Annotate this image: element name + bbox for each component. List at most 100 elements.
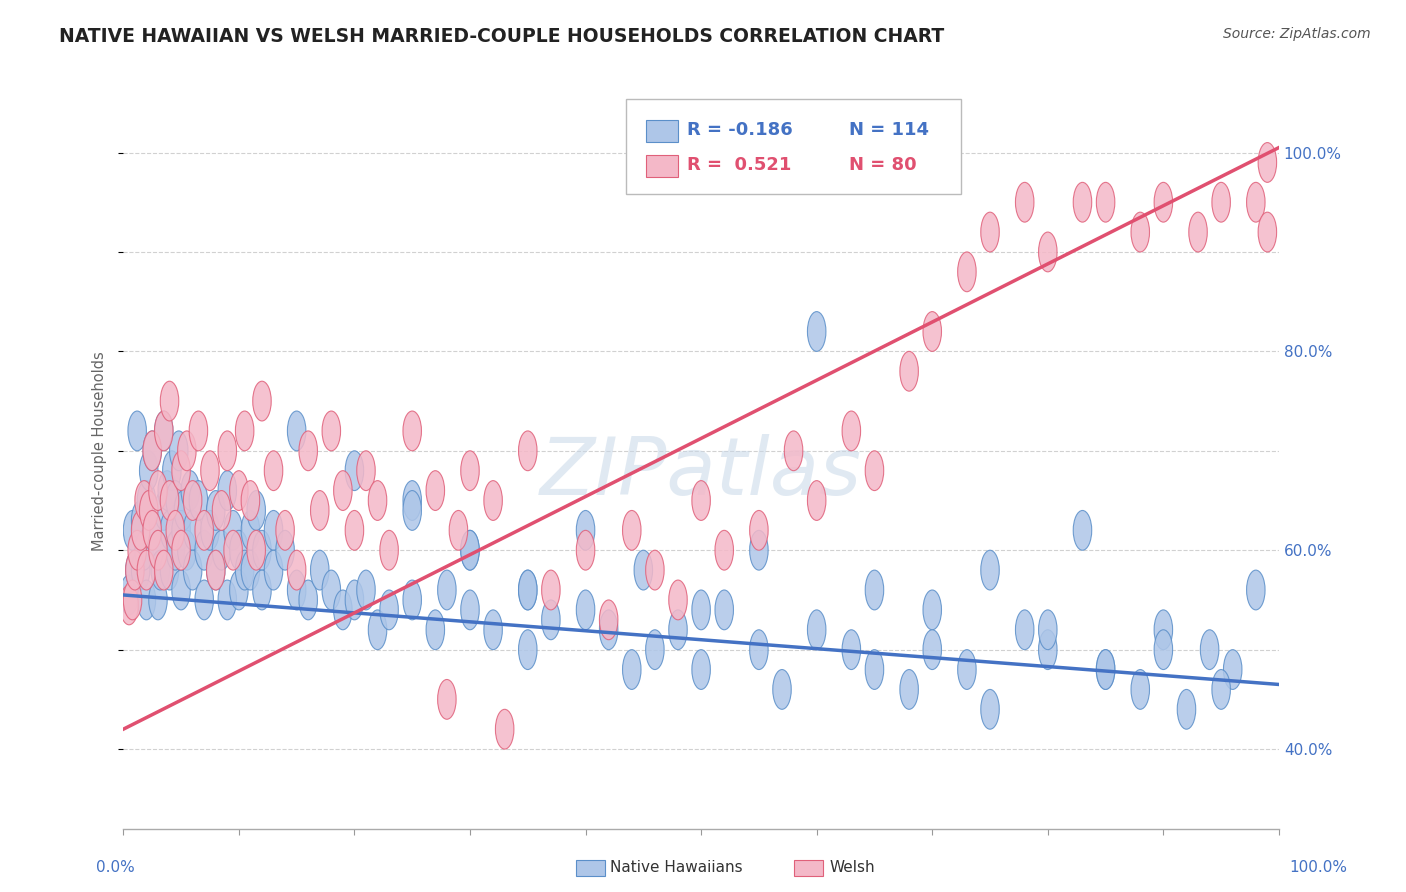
Ellipse shape <box>172 531 190 570</box>
Ellipse shape <box>242 550 260 590</box>
Ellipse shape <box>149 531 167 570</box>
Ellipse shape <box>519 570 537 610</box>
Ellipse shape <box>807 311 825 351</box>
Ellipse shape <box>287 550 307 590</box>
Ellipse shape <box>1130 212 1150 252</box>
Ellipse shape <box>1189 212 1208 252</box>
Ellipse shape <box>900 351 918 392</box>
Ellipse shape <box>174 491 193 531</box>
Ellipse shape <box>143 510 162 550</box>
Ellipse shape <box>138 580 156 620</box>
Ellipse shape <box>155 550 173 590</box>
Ellipse shape <box>599 600 617 640</box>
Ellipse shape <box>131 550 150 590</box>
Ellipse shape <box>1097 649 1115 690</box>
Ellipse shape <box>157 471 177 510</box>
Ellipse shape <box>183 481 202 520</box>
Ellipse shape <box>131 510 150 550</box>
Ellipse shape <box>139 450 157 491</box>
Ellipse shape <box>461 531 479 570</box>
Ellipse shape <box>143 510 162 550</box>
Ellipse shape <box>166 510 184 550</box>
Ellipse shape <box>957 252 976 292</box>
FancyBboxPatch shape <box>626 99 962 194</box>
Ellipse shape <box>149 471 167 510</box>
Ellipse shape <box>218 580 236 620</box>
Ellipse shape <box>807 610 825 649</box>
Ellipse shape <box>253 531 271 570</box>
Ellipse shape <box>207 491 225 531</box>
Ellipse shape <box>461 450 479 491</box>
Ellipse shape <box>322 411 340 450</box>
Ellipse shape <box>576 510 595 550</box>
Ellipse shape <box>922 630 942 670</box>
Ellipse shape <box>155 491 173 531</box>
Text: Welsh: Welsh <box>830 860 875 874</box>
Ellipse shape <box>166 531 184 570</box>
Ellipse shape <box>807 481 825 520</box>
Ellipse shape <box>253 381 271 421</box>
Ellipse shape <box>692 590 710 630</box>
Ellipse shape <box>160 481 179 520</box>
Ellipse shape <box>207 550 225 590</box>
Ellipse shape <box>519 431 537 471</box>
Ellipse shape <box>139 491 157 531</box>
Ellipse shape <box>1015 182 1033 222</box>
Ellipse shape <box>669 610 688 649</box>
Ellipse shape <box>276 531 294 570</box>
Ellipse shape <box>623 510 641 550</box>
Text: Native Hawaiians: Native Hawaiians <box>610 860 742 874</box>
Ellipse shape <box>1130 670 1150 709</box>
Ellipse shape <box>842 411 860 450</box>
Ellipse shape <box>124 580 142 620</box>
Ellipse shape <box>922 590 942 630</box>
Ellipse shape <box>128 411 146 450</box>
Ellipse shape <box>461 531 479 570</box>
Ellipse shape <box>1039 232 1057 272</box>
Ellipse shape <box>426 471 444 510</box>
Ellipse shape <box>120 575 138 615</box>
Ellipse shape <box>135 481 153 520</box>
Ellipse shape <box>218 431 236 471</box>
Text: ZIPatlas: ZIPatlas <box>540 434 862 513</box>
Ellipse shape <box>195 531 214 570</box>
Ellipse shape <box>311 491 329 531</box>
Ellipse shape <box>247 531 266 570</box>
Ellipse shape <box>692 649 710 690</box>
Ellipse shape <box>599 610 617 649</box>
Ellipse shape <box>865 570 884 610</box>
Ellipse shape <box>150 550 170 590</box>
Text: 0.0%: 0.0% <box>96 861 135 875</box>
Ellipse shape <box>120 585 138 624</box>
Ellipse shape <box>1154 182 1173 222</box>
Ellipse shape <box>404 491 422 531</box>
Ellipse shape <box>201 450 219 491</box>
Ellipse shape <box>190 411 208 450</box>
Ellipse shape <box>264 550 283 590</box>
Ellipse shape <box>449 510 468 550</box>
Ellipse shape <box>1223 649 1241 690</box>
Ellipse shape <box>1201 630 1219 670</box>
Ellipse shape <box>218 471 236 510</box>
Ellipse shape <box>900 670 918 709</box>
Ellipse shape <box>357 450 375 491</box>
Text: Source: ZipAtlas.com: Source: ZipAtlas.com <box>1223 27 1371 41</box>
Ellipse shape <box>207 550 225 590</box>
Ellipse shape <box>541 570 560 610</box>
Ellipse shape <box>716 531 734 570</box>
Ellipse shape <box>160 550 179 590</box>
Ellipse shape <box>981 690 1000 729</box>
Ellipse shape <box>276 510 294 550</box>
Ellipse shape <box>495 709 515 749</box>
Text: N = 80: N = 80 <box>849 156 917 174</box>
Ellipse shape <box>922 311 942 351</box>
Ellipse shape <box>125 550 143 590</box>
Ellipse shape <box>264 510 283 550</box>
Ellipse shape <box>264 450 283 491</box>
Ellipse shape <box>183 550 202 590</box>
Ellipse shape <box>131 500 150 541</box>
Ellipse shape <box>981 550 1000 590</box>
Ellipse shape <box>519 570 537 610</box>
Ellipse shape <box>1212 670 1230 709</box>
Text: N = 114: N = 114 <box>849 121 929 139</box>
